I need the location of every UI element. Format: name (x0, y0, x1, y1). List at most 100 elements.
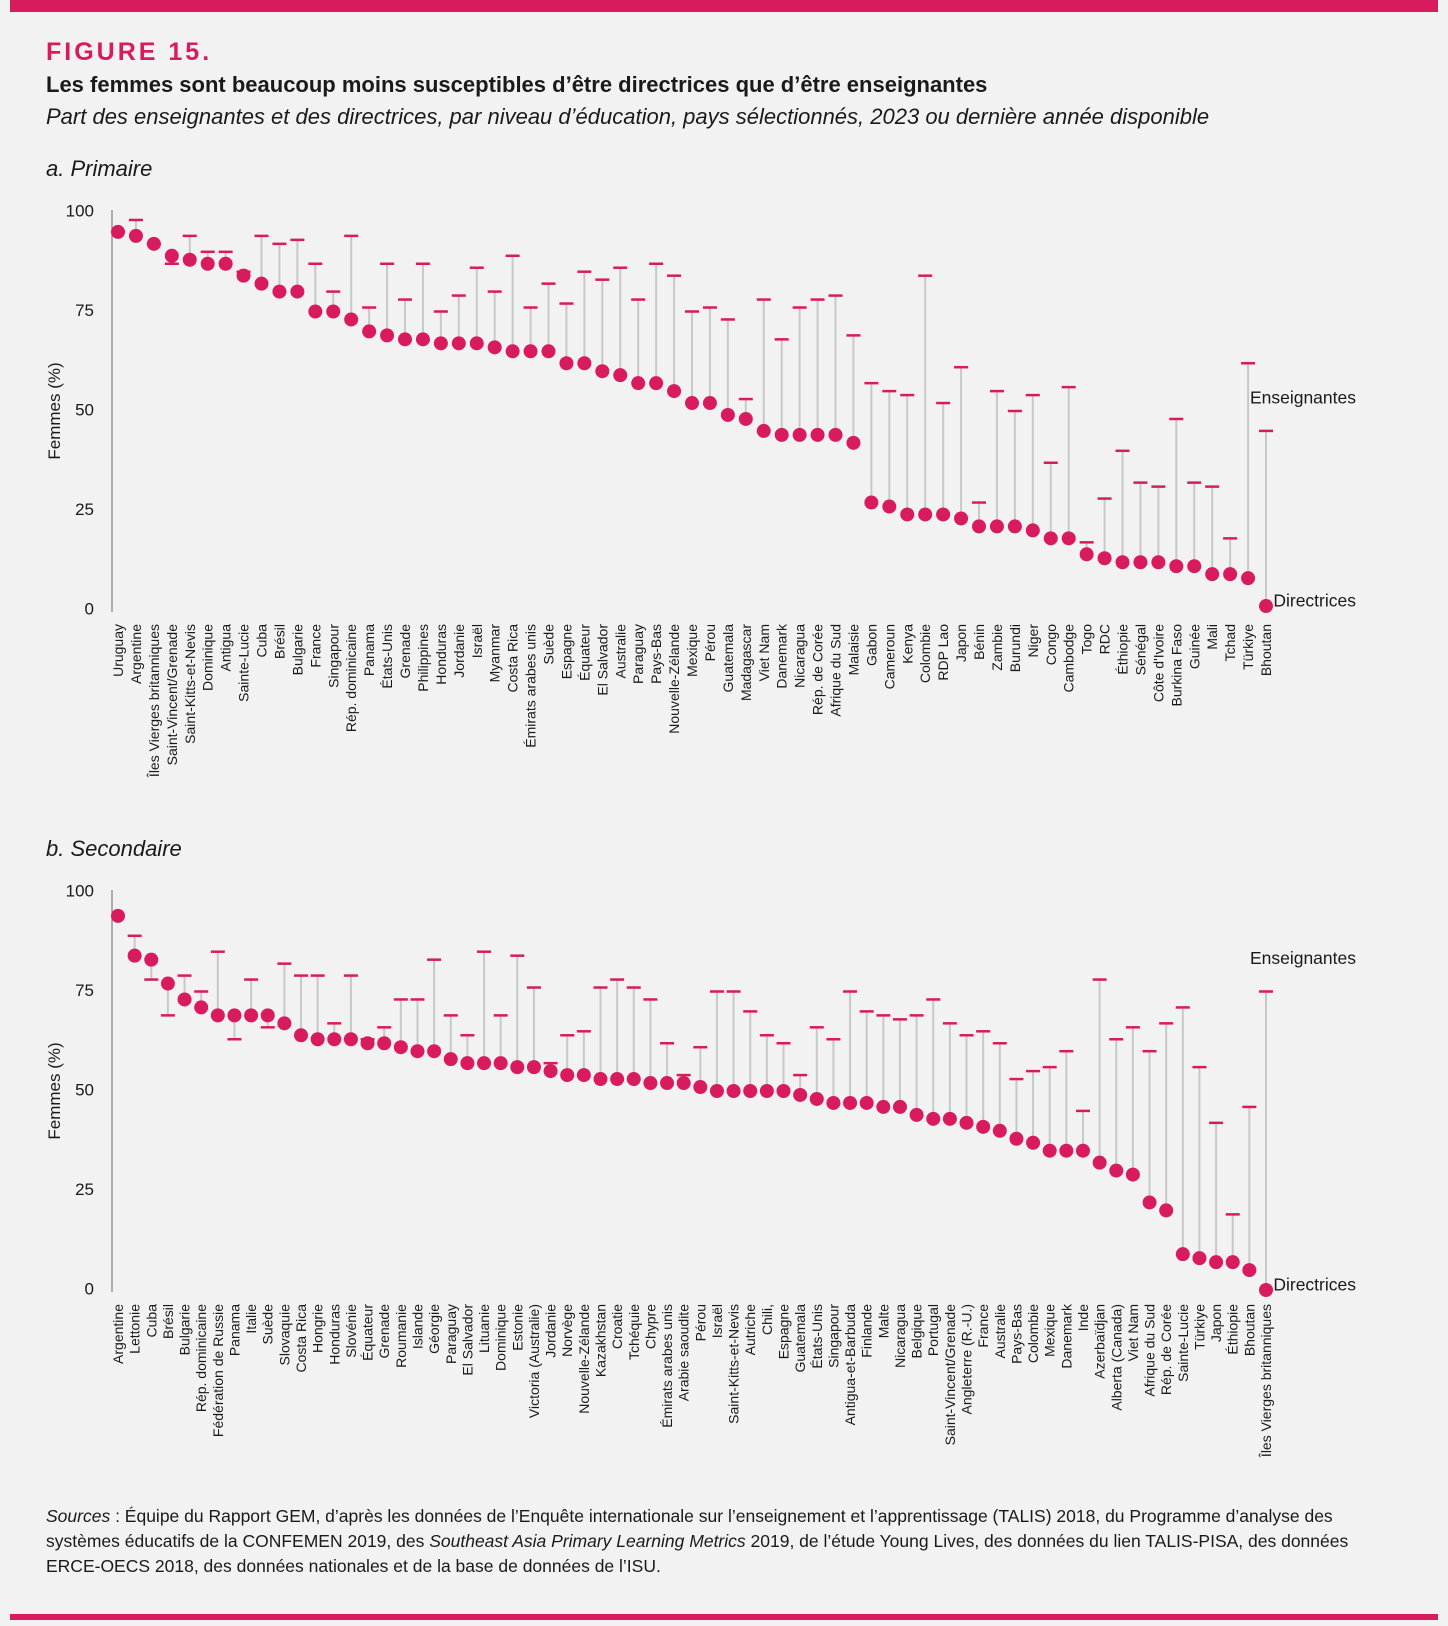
director-dot (1109, 1163, 1124, 1178)
category-label: Panama (361, 624, 377, 676)
director-dot (443, 1052, 458, 1067)
director-dot (954, 511, 969, 526)
director-dot (1209, 1255, 1224, 1270)
category-label: Viet Nam (756, 624, 772, 681)
sources-italic: Southeast Asia Primary Learning Metrics (429, 1531, 746, 1551)
director-dot (526, 1060, 541, 1075)
category-label: Viet Nam (1125, 1304, 1141, 1361)
category-label: Rép. de Corée (1158, 1304, 1174, 1395)
category-label: Chypre (642, 1304, 658, 1349)
legend-directors: Directrices (1273, 1275, 1356, 1295)
director-dot (277, 1016, 292, 1031)
category-label: Nouvelle-Zélande (666, 624, 682, 734)
category-label: Bhoutan (1241, 1304, 1257, 1356)
category-label: Angleterre (R.-U.) (959, 1304, 975, 1414)
category-label: Espagne (558, 624, 574, 679)
category-label: Espagne (776, 1304, 792, 1359)
category-label: États-Unis (809, 1304, 825, 1369)
director-dot (410, 1044, 425, 1059)
category-label: Belgique (909, 1304, 925, 1359)
category-label: Togo (1079, 624, 1095, 655)
director-dot (759, 1084, 774, 1098)
category-label: Arabie saoudite (676, 1304, 692, 1402)
category-label: Nouvelle-Zélande (576, 1304, 592, 1414)
category-label: Paraguay (443, 1304, 459, 1364)
category-label: Sénégal (1132, 624, 1148, 675)
director-dot (260, 1008, 275, 1023)
director-dot (959, 1115, 974, 1130)
director-dot (477, 1056, 492, 1071)
director-dot (610, 1072, 625, 1087)
category-label: Pays-Bas (648, 624, 664, 684)
director-dot (809, 1091, 824, 1106)
director-dot (451, 336, 466, 351)
director-dot (326, 304, 341, 319)
category-label: Gabon (863, 624, 879, 666)
category-label: Croatie (609, 1304, 625, 1349)
director-dot (776, 1084, 791, 1098)
category-label: Saint-Vincent/Grenade (942, 1304, 958, 1446)
director-dot (177, 992, 192, 1007)
director-dot (111, 908, 125, 923)
category-label: Inde (1075, 1304, 1091, 1331)
category-label: Bénin (971, 624, 987, 660)
sources-text2: 2019, de l’étude Young Lives, des donnée… (46, 1531, 1349, 1576)
director-dot (693, 1080, 708, 1095)
director-dot (415, 332, 430, 347)
category-label: Guatemala (792, 1304, 808, 1373)
category-label: Norvège (559, 1304, 575, 1357)
director-dot (626, 1072, 641, 1087)
director-dot (254, 276, 269, 291)
category-label: Portugal (925, 1304, 941, 1356)
y-tick-label: 100 (66, 201, 94, 220)
category-label: Lettonie (127, 1304, 143, 1354)
director-dot (667, 384, 682, 399)
director-dot (660, 1076, 675, 1091)
director-dot (543, 1064, 558, 1079)
category-label: Grenade (397, 624, 413, 679)
category-label: Afrique du Sud (828, 624, 844, 717)
director-dot (1151, 555, 1166, 570)
category-label: Bhoutan (1258, 624, 1274, 676)
director-dot (227, 1008, 242, 1023)
director-dot (1115, 555, 1130, 570)
category-label: Saint-Kitts-et-Nevis (726, 1304, 742, 1424)
director-dot (876, 1099, 891, 1114)
director-dot (469, 336, 484, 351)
category-label: Honduras (433, 624, 449, 685)
category-label: Nicaragua (892, 1304, 908, 1368)
director-dot (210, 1008, 225, 1023)
director-dot (327, 1032, 342, 1047)
y-tick-label: 25 (75, 500, 94, 519)
director-dot (992, 1123, 1007, 1138)
director-dot (493, 1056, 508, 1071)
sources-note: Sources : Équipe du Rapport GEM, d’après… (46, 1504, 1376, 1579)
director-dot (1026, 1135, 1041, 1150)
category-label: Islande (409, 1304, 425, 1349)
category-label: El Salvador (594, 624, 610, 696)
category-label: Îles Vierges britanniques (1258, 1304, 1274, 1458)
category-label: Afrique du Sud (1142, 1304, 1158, 1397)
category-label: RDP Lao (935, 624, 951, 681)
director-dot (1042, 1143, 1057, 1158)
director-dot (218, 256, 233, 271)
category-label: Paraguay (630, 624, 646, 684)
category-label: Autriche (742, 1304, 758, 1356)
director-dot (510, 1060, 525, 1075)
category-label: Dominique (493, 1304, 509, 1371)
director-dot (846, 435, 861, 450)
category-label: Fédération de Russie (210, 1304, 226, 1437)
director-dot (244, 1008, 259, 1023)
director-dot (128, 228, 143, 243)
director-dot (146, 236, 161, 251)
category-label: Brésil (271, 624, 287, 659)
category-label: Honduras (326, 1304, 342, 1365)
category-label: Équateur (576, 624, 592, 681)
director-dot (936, 507, 951, 522)
director-dot (864, 495, 879, 510)
category-label: Finlande (859, 1304, 875, 1358)
director-dot (1043, 531, 1058, 546)
director-dot (1133, 555, 1148, 570)
category-label: Pérou (692, 1304, 708, 1341)
director-dot (676, 1076, 691, 1091)
